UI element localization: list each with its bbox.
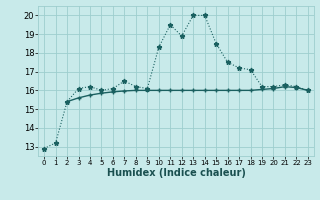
X-axis label: Humidex (Indice chaleur): Humidex (Indice chaleur) bbox=[107, 168, 245, 178]
